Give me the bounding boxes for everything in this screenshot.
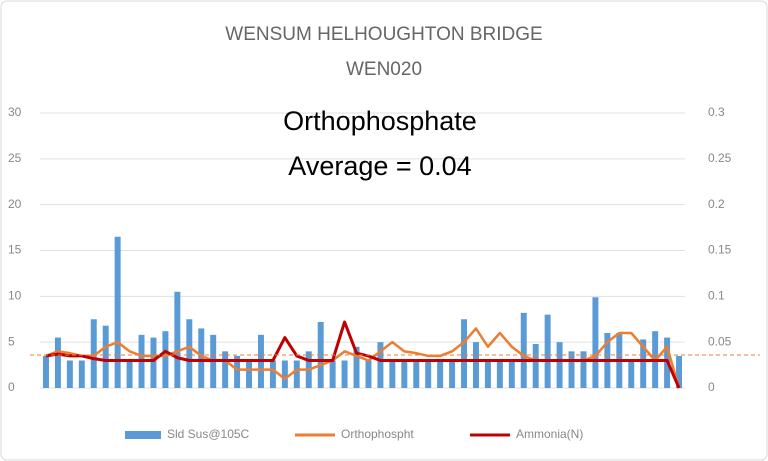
y2-tick-label: 0.25 [708,151,732,165]
y-tick-label: 30 [8,105,22,119]
y2-tick-label: 0.1 [708,289,725,303]
y2-tick-label: 0 [708,380,715,394]
bar [580,351,587,388]
bar [544,314,551,388]
bar [365,360,372,388]
y-tick-label: 25 [8,151,22,165]
annotation: Orthophosphate [283,106,477,136]
bar [246,360,253,388]
bar [377,342,384,388]
bar [126,360,133,388]
bar [281,360,288,388]
y-tick-label: 20 [8,197,22,211]
bar [222,351,229,388]
bar [150,337,157,388]
y2-tick-label: 0.15 [708,243,732,257]
bar [329,360,336,388]
y2-tick-label: 0.3 [708,105,725,119]
bar [437,360,444,388]
bar [42,355,49,388]
bar [640,339,647,388]
bar [90,319,97,388]
annotation: Average = 0.04 [288,151,471,181]
bar [568,351,575,388]
bar [520,312,527,388]
bar [78,360,85,388]
bar [293,360,300,388]
chart-title: WENSUM HELHOUGHTON BRIDGE [225,24,542,45]
bar [353,346,360,388]
legend-swatch [125,431,161,439]
bar [174,291,181,388]
bar [496,360,503,388]
bar [676,355,683,388]
legend-label: Ammonia(N) [516,427,583,441]
bar [186,319,193,388]
bar [472,342,479,388]
bar [102,325,109,388]
bar [269,360,276,388]
bar [461,319,468,388]
bar [401,360,408,388]
bar [198,328,205,388]
y-tick-label: 15 [8,243,22,257]
bar [592,297,599,388]
bar [425,360,432,388]
y2-tick-label: 0.2 [708,197,725,211]
bar [54,337,61,388]
bar [341,360,348,388]
bar [484,360,491,388]
bar [389,360,396,388]
chart-subtitle: WEN020 [346,59,422,80]
bar [114,236,121,388]
bar [556,342,563,388]
bar [234,355,241,388]
y-tick-label: 5 [8,334,15,348]
y2-tick-label: 0.05 [708,334,732,348]
legend-label: Sld Sus@105C [167,427,250,441]
bar [532,344,539,388]
bar [628,360,635,388]
bar [449,360,456,388]
y-tick-label: 10 [8,289,22,303]
bar [508,360,515,388]
bar [162,331,169,388]
bar [66,360,73,388]
legend-label: Orthophospht [341,427,414,441]
y-tick-label: 0 [8,380,15,394]
bar [413,360,420,388]
